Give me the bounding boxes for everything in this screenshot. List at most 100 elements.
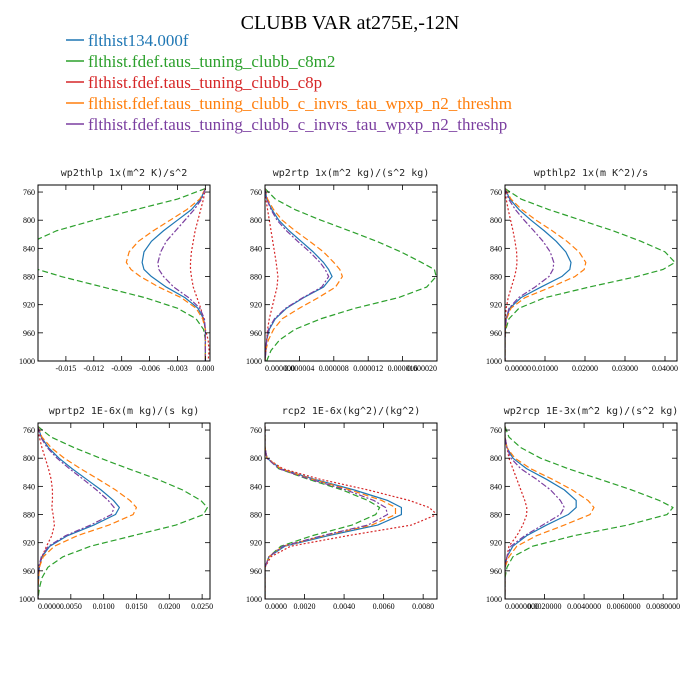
- legend: flthist134.000f flthist.fdef.taus_tuning_…: [66, 31, 512, 134]
- x-tick-label: 0.000020: [407, 364, 437, 373]
- plot-frame: [37, 422, 211, 600]
- chart-panel: wp2rtp 1x(m^2 kg)/(s^2 kg) 760 800 840 880 92…: [246, 168, 438, 373]
- series-line: [505, 426, 674, 599]
- y-tick-label: 840: [490, 482, 502, 491]
- legend-label: flthist.fdef.taus_tuning_clubb_c8m2: [88, 52, 335, 71]
- chart-panel: wprtp2 1E-6x(m kg)/(s kg) 760 800 840 880 920…: [19, 406, 213, 611]
- y-tick-label: 1000: [246, 595, 262, 604]
- y-tick-label: 880: [250, 511, 262, 520]
- series-line: [38, 426, 208, 599]
- y-tick-label: 920: [250, 539, 262, 548]
- y-tick-label: 880: [23, 273, 35, 282]
- x-tick-label: 0.000016: [388, 364, 418, 373]
- y-tick-label: 760: [250, 426, 262, 435]
- x-tick-label: 0.000008: [319, 364, 349, 373]
- x-tick-label: 0.0040: [333, 602, 355, 611]
- y-tick-label: 920: [23, 301, 35, 310]
- x-tick-label: 0.0060000: [607, 602, 641, 611]
- x-tick-label: -0.015: [56, 364, 77, 373]
- y-tick-label: 960: [250, 329, 262, 338]
- y-tick-label: 920: [23, 539, 35, 548]
- x-tick-label: 0.0020: [294, 602, 316, 611]
- y-tick-label: 840: [23, 244, 35, 253]
- y-tick-label: 760: [23, 188, 35, 197]
- y-tick-label: 1000: [19, 595, 35, 604]
- y-tick-label: 760: [490, 426, 502, 435]
- x-tick-label: 0.03000: [612, 364, 638, 373]
- x-tick-label: -0.006: [139, 364, 160, 373]
- y-tick-label: 1000: [19, 357, 35, 366]
- x-tick-label: 0.000004: [284, 364, 314, 373]
- panel-title: wp2rcp 1E-3x(m^2 kg)/(s^2 kg): [504, 406, 679, 417]
- y-tick-label: 880: [250, 273, 262, 282]
- series-line: [265, 426, 381, 599]
- chart-panel: wpthlp2 1x(m K^2)/s 760 800 840 880 920 960 100…: [486, 168, 678, 373]
- plot-frame: [264, 422, 438, 600]
- series-line: [265, 426, 437, 599]
- y-tick-label: 800: [23, 216, 35, 225]
- y-tick-label: 920: [490, 301, 502, 310]
- x-tick-label: 0.000012: [353, 364, 383, 373]
- x-tick-label: 0.000000: [265, 364, 295, 373]
- y-tick-label: 800: [490, 216, 502, 225]
- x-tick-label: 0.04000: [652, 364, 678, 373]
- plot-frame: [504, 184, 678, 362]
- chart-panel: rcp2 1E-6x(kg^2)/(kg^2) 760 800 840 880 920 96…: [246, 406, 438, 611]
- x-tick-label: 0.0100: [93, 602, 115, 611]
- series-line: [265, 188, 279, 361]
- series-line: [125, 188, 206, 361]
- y-tick-label: 1000: [246, 357, 262, 366]
- plot-frame: [504, 422, 678, 600]
- series-line: [505, 188, 518, 361]
- y-tick-label: 840: [250, 244, 262, 253]
- panel-title: wp2rtp 1x(m^2 kg)/(s^2 kg): [273, 168, 430, 179]
- y-tick-label: 840: [23, 482, 35, 491]
- series-line: [38, 426, 115, 599]
- y-tick-label: 1000: [486, 357, 502, 366]
- legend-label: flthist134.000f: [88, 31, 189, 50]
- x-tick-label: -0.012: [83, 364, 104, 373]
- panel-title: wp2thlp 1x(m^2 K)/s^2: [61, 168, 187, 179]
- x-tick-label: 0.000: [196, 364, 214, 373]
- series-line: [157, 188, 206, 361]
- y-tick-label: 1000: [486, 595, 502, 604]
- x-tick-label: 0.0020000: [528, 602, 562, 611]
- y-tick-label: 920: [490, 539, 502, 548]
- series-line: [38, 187, 206, 361]
- series-line: [265, 426, 389, 599]
- series-line: [505, 426, 565, 599]
- y-tick-label: 880: [490, 511, 502, 520]
- y-tick-label: 760: [23, 426, 35, 435]
- series-line: [265, 188, 333, 361]
- y-tick-label: 840: [490, 244, 502, 253]
- y-tick-label: 880: [23, 511, 35, 520]
- series-line: [505, 188, 587, 361]
- x-tick-label: -0.003: [167, 364, 188, 373]
- panel-title: wprtp2 1E-6x(m kg)/(s kg): [49, 406, 200, 417]
- y-tick-label: 960: [23, 567, 35, 576]
- series-line: [38, 426, 56, 599]
- series-line: [189, 188, 210, 361]
- x-tick-label: 0.0150: [125, 602, 147, 611]
- x-tick-label: 0.0000: [265, 602, 287, 611]
- panel-title: wpthlp2 1x(m K^2)/s: [534, 168, 648, 179]
- x-tick-label: 0.00000: [505, 364, 531, 373]
- y-tick-label: 800: [250, 216, 262, 225]
- series-line: [505, 188, 572, 361]
- y-tick-label: 760: [250, 188, 262, 197]
- y-tick-label: 960: [490, 329, 502, 338]
- x-tick-label: 0.0040000: [567, 602, 601, 611]
- series-line: [505, 188, 555, 361]
- series-line: [38, 426, 138, 599]
- y-tick-label: 760: [490, 188, 502, 197]
- series-line: [265, 426, 397, 599]
- x-tick-label: 0.02000: [572, 364, 598, 373]
- chart-panel: wp2rcp 1E-3x(m^2 kg)/(s^2 kg)760 800 840 88…: [486, 406, 680, 611]
- plot-frame: [264, 184, 438, 362]
- panel-grid: wp2thlp 1x(m^2 K)/s^2 760 800 840 880 920 960 1…: [19, 168, 680, 611]
- y-tick-label: 920: [250, 301, 262, 310]
- legend-label: flthist.fdef.taus_tuning_clubb_c_invrs_t…: [88, 94, 512, 113]
- y-tick-label: 840: [250, 482, 262, 491]
- x-tick-label: 0.0250: [191, 602, 213, 611]
- x-tick-label: 0.0000: [38, 602, 60, 611]
